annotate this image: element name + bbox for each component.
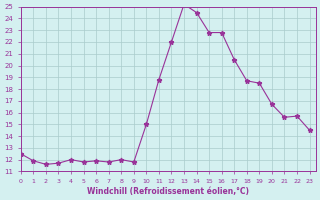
X-axis label: Windchill (Refroidissement éolien,°C): Windchill (Refroidissement éolien,°C): [87, 187, 249, 196]
